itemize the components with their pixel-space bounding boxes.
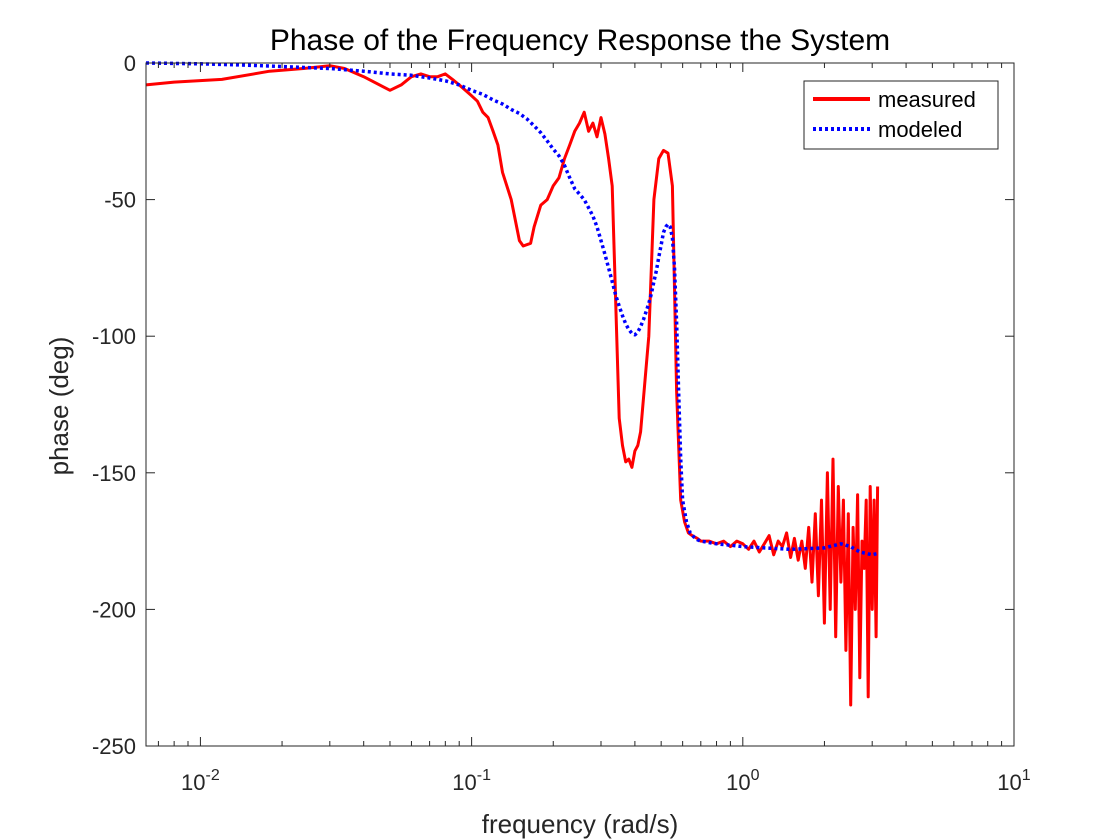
x-tick-label: 10-2 (181, 767, 220, 795)
chart-title: Phase of the Frequency Response the Syst… (270, 24, 890, 57)
y-tick-label: -150 (92, 461, 136, 486)
x-tick-label: 10-1 (452, 767, 491, 795)
x-axis-label: frequency (rad/s) (482, 809, 679, 839)
series-layer (145, 61, 880, 707)
y-tick-labels: 0 -50 -100 -150 -200 -250 (92, 51, 136, 759)
x-tick-label: 100 (726, 767, 759, 795)
legend: measured modeled (803, 80, 999, 150)
y-tick-label: 0 (124, 51, 136, 76)
x-tick-labels: 10-2 10-1 100 101 (181, 767, 1031, 795)
plot-area (146, 63, 1014, 746)
plot-frame (145, 62, 1015, 747)
series-line-measured (145, 64, 880, 707)
y-tick-label: -100 (92, 324, 136, 349)
y-axis-label: phase (deg) (44, 337, 74, 476)
y-tick-label: -50 (104, 188, 136, 213)
x-tick-label: 101 (997, 767, 1030, 795)
series-line-modeled (145, 61, 879, 557)
y-tick-label: -250 (92, 734, 136, 759)
y-tick-label: -200 (92, 597, 136, 622)
legend-box (803, 80, 999, 150)
legend-entry-measured: measured (878, 87, 976, 112)
legend-entry-modeled: modeled (878, 117, 962, 142)
